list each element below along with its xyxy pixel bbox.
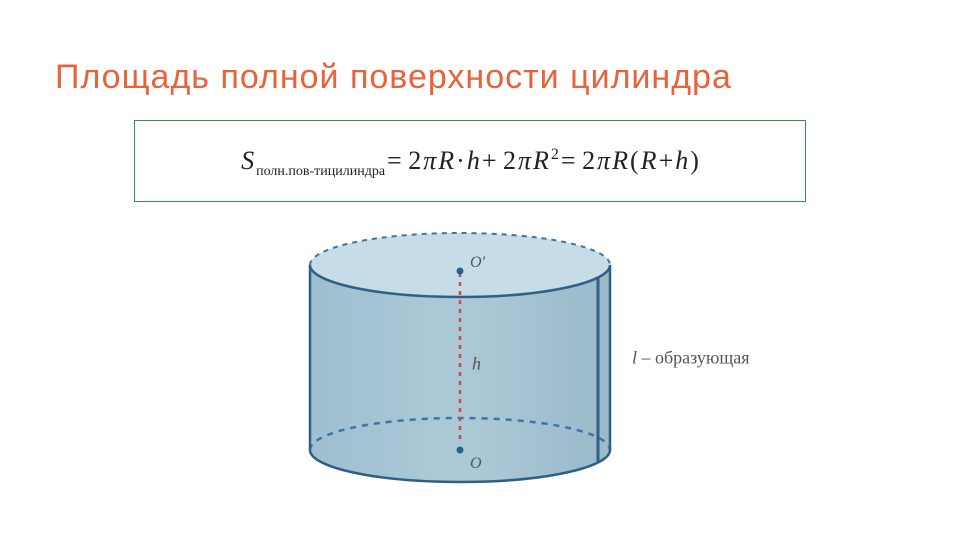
formula-pi3: π — [597, 146, 610, 176]
formula-eq1: = 2 — [387, 146, 421, 176]
slide: Площадь полной поверхности цилиндра S по… — [0, 0, 960, 540]
formula-h1: h — [467, 146, 480, 176]
formula-R3: R — [612, 146, 628, 176]
formula-R4: R — [641, 146, 657, 176]
formula-subscript: полн.пов-тицилиндра — [256, 164, 385, 180]
cylinder-diagram: O′ Oh l – образующая — [280, 220, 780, 520]
formula-eq2: = 2 — [561, 146, 595, 176]
svg-text:h: h — [472, 354, 481, 374]
formula-box: S полн.пов-тицилиндра = 2 π R · h + 2 π … — [134, 120, 806, 202]
formula-dot: · — [456, 146, 465, 176]
cylinder-svg: O′ Oh l – образующая — [280, 220, 780, 520]
formula-pi1: π — [423, 146, 436, 176]
formula-open: ( — [630, 146, 639, 176]
svg-text:O: O — [470, 455, 482, 472]
formula-close: ) — [690, 146, 699, 176]
svg-text:l – образующая: l – образующая — [632, 348, 749, 368]
svg-text:O′: O′ — [470, 254, 486, 271]
page-title: Площадь полной поверхности цилиндра — [55, 58, 732, 97]
formula-plus1: + 2 — [482, 146, 516, 176]
formula: S полн.пов-тицилиндра = 2 π R · h + 2 π … — [241, 146, 699, 176]
formula-pi2: π — [518, 146, 531, 176]
formula-sq: 2 — [551, 146, 559, 164]
formula-R2: R — [533, 146, 549, 176]
formula-S: S — [241, 146, 254, 176]
formula-h2: h — [675, 146, 688, 176]
formula-plus2: + — [659, 146, 674, 176]
formula-R1: R — [438, 146, 454, 176]
